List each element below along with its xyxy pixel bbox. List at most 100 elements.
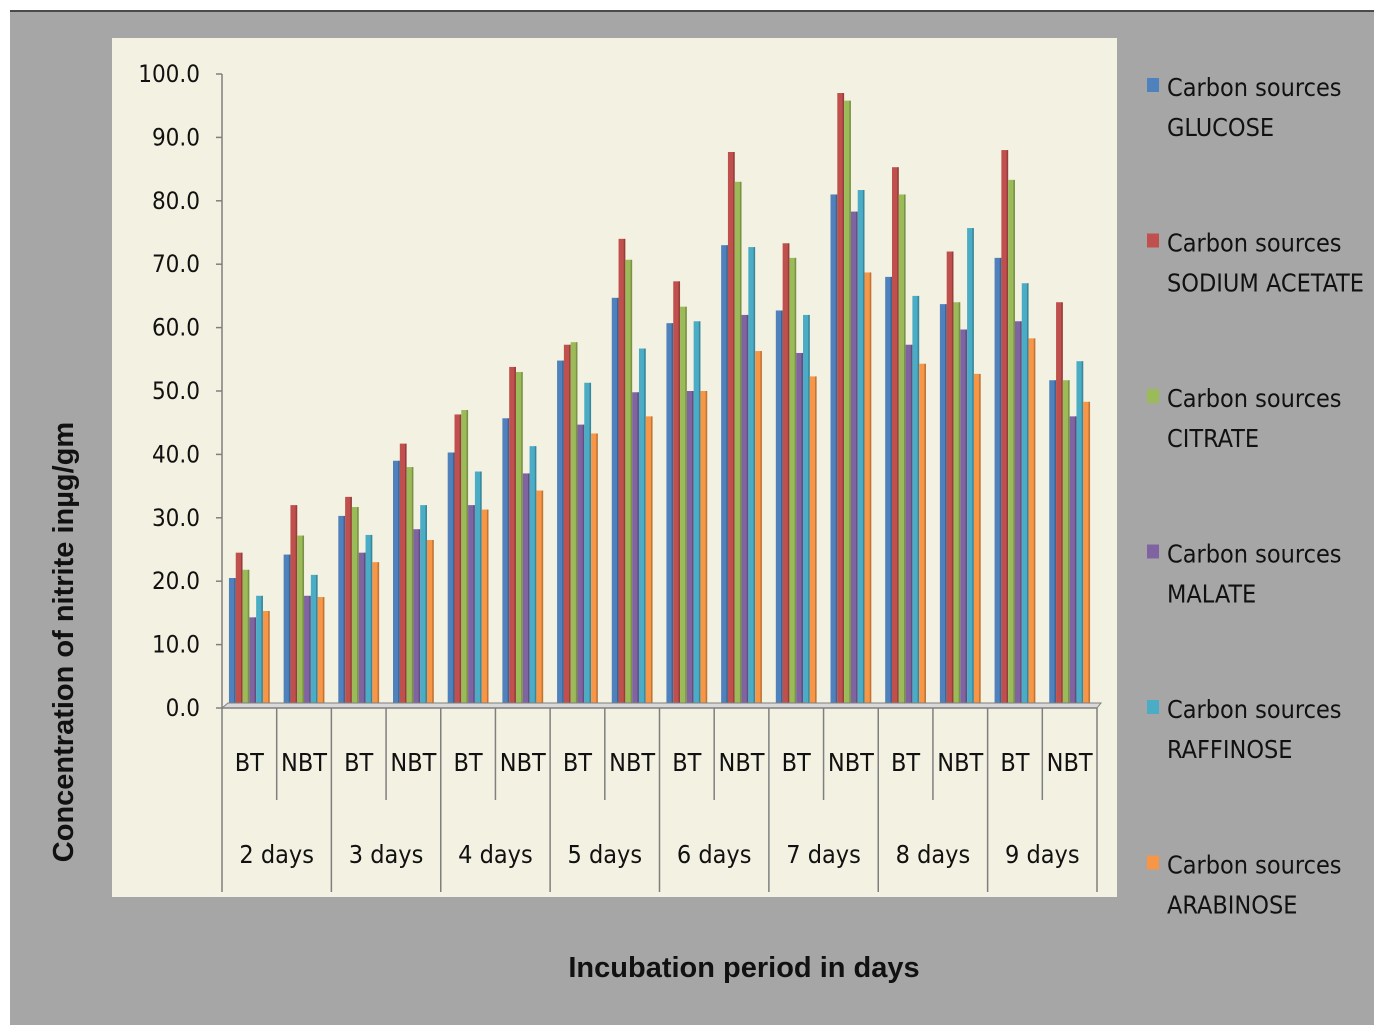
bar <box>919 363 926 708</box>
bar <box>885 276 892 708</box>
bar <box>502 418 510 708</box>
bar-shade <box>521 371 523 708</box>
bar <box>734 181 742 708</box>
bar-shade <box>739 181 742 708</box>
bar-shade <box>486 509 489 708</box>
bar <box>1021 283 1029 708</box>
bar <box>365 534 373 708</box>
bar-shade <box>965 329 968 708</box>
bar <box>297 535 305 708</box>
x-subcategory-label: BT <box>1000 748 1029 777</box>
bar-shade <box>815 376 817 708</box>
bar <box>1049 380 1057 708</box>
bar-shade <box>842 93 845 708</box>
bar-shade <box>862 190 865 709</box>
bar-shade <box>514 366 516 708</box>
bar <box>1008 179 1015 709</box>
bar-shade <box>1020 321 1022 708</box>
bar-shade <box>480 471 482 708</box>
bar <box>522 473 530 708</box>
x-axis-title: Incubation period in days <box>568 952 919 984</box>
bar <box>755 351 762 708</box>
bar <box>461 410 469 708</box>
bar <box>1062 380 1070 708</box>
bar <box>789 257 797 708</box>
x-subcategory-label: NBT <box>500 748 546 777</box>
bar <box>454 414 462 708</box>
bar <box>1014 321 1022 708</box>
bar-shade <box>726 245 728 708</box>
bar-shade <box>623 238 626 708</box>
bar <box>256 595 263 708</box>
bar <box>372 562 380 708</box>
bar-shade <box>692 391 694 708</box>
bar <box>611 297 619 708</box>
bar-shade <box>945 304 947 708</box>
bar <box>509 366 516 708</box>
bar <box>393 460 400 708</box>
legend-entry-label: CITRATE <box>1167 424 1259 453</box>
x-subcategory-label: BT <box>344 748 373 777</box>
bar <box>584 382 592 708</box>
bar-shade <box>541 490 544 708</box>
legend-entry-label: Carbon sources <box>1167 384 1342 413</box>
bar-shade <box>1033 338 1036 708</box>
bar <box>782 243 790 708</box>
bar-shade <box>924 363 926 708</box>
bar <box>741 314 749 708</box>
legend-swatch <box>1147 389 1159 403</box>
x-subcategory-label: BT <box>672 748 701 777</box>
x-subcategory-label: NBT <box>828 748 874 777</box>
bar <box>310 574 318 708</box>
bar <box>413 529 421 708</box>
bar <box>338 515 346 708</box>
bar-shade <box>1026 283 1029 708</box>
bar-shade <box>890 276 892 708</box>
bar <box>399 443 407 708</box>
bar <box>406 467 414 708</box>
x-group-label: 2 days <box>239 840 314 869</box>
bar <box>625 259 633 708</box>
bar <box>645 416 653 708</box>
bar-shade <box>979 373 981 708</box>
bar-shade <box>835 194 838 708</box>
bar <box>262 610 270 708</box>
bar <box>775 310 783 708</box>
bar-shade <box>527 473 530 708</box>
bar <box>283 554 291 708</box>
bar-shade <box>903 194 906 708</box>
bar <box>953 302 961 708</box>
legend-entry-label: Carbon sources <box>1167 229 1342 258</box>
legend-entry-label: Carbon sources <box>1167 695 1342 724</box>
y-tick-label: 40.0 <box>152 440 200 468</box>
y-tick-label: 50.0 <box>152 377 200 405</box>
frame-top-border <box>10 10 1374 12</box>
bar <box>727 151 735 708</box>
x-group-label: 5 days <box>568 840 643 869</box>
bar-shade <box>801 352 804 708</box>
bar-shade <box>1006 150 1009 708</box>
bar-shade <box>746 314 749 708</box>
bar <box>249 617 257 708</box>
bar-shade <box>1088 401 1091 708</box>
y-tick-label: 80.0 <box>152 187 200 215</box>
bar <box>939 304 947 708</box>
bar-shade <box>302 535 305 708</box>
bar-shade <box>671 323 674 708</box>
bar-shade <box>466 410 469 708</box>
bar-shade <box>616 297 619 708</box>
bar-shade <box>240 552 243 708</box>
legend: Carbon sources GLUCOSE Carbon sources SODIU… <box>1147 73 1364 920</box>
bar-shade <box>650 416 653 708</box>
bar-shade <box>254 617 257 708</box>
bar <box>317 597 325 708</box>
bar <box>850 211 858 708</box>
bar <box>837 93 845 708</box>
bar <box>638 348 646 708</box>
legend-entry-label: ARABINOSE <box>1167 891 1297 920</box>
x-group-label: 9 days <box>1005 840 1080 869</box>
x-subcategory-label: BT <box>454 748 483 777</box>
bar-shade <box>350 496 352 708</box>
bar <box>693 321 701 708</box>
bar <box>857 190 865 709</box>
